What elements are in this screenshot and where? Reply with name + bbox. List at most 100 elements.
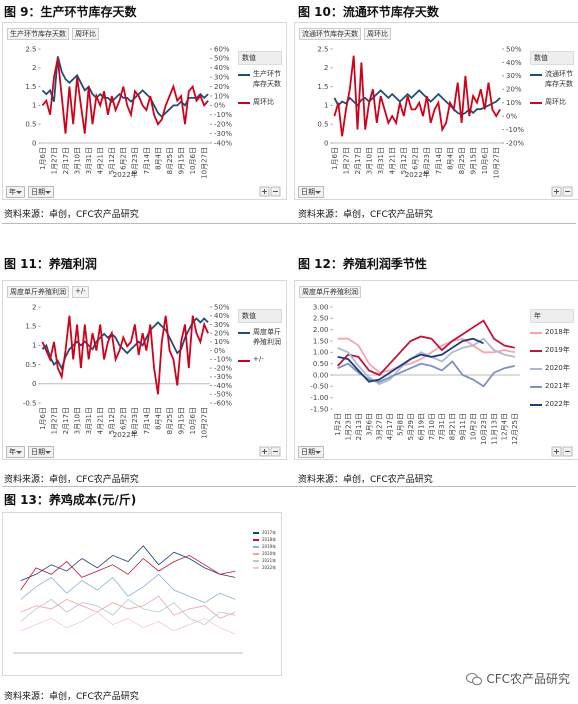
y-tick-label: 2.00 — [313, 326, 329, 334]
x-tick-label: 3月10日 — [365, 147, 373, 174]
legend-entry: 2018年 — [253, 537, 277, 543]
y2-tick-label: 40% — [214, 312, 230, 320]
x-tick-label: 8月25日 — [166, 407, 174, 434]
y2-tick-label: 50% — [506, 45, 522, 53]
legend-swatch — [238, 102, 250, 104]
legend-entry: 生产环节库存天数 — [238, 69, 282, 89]
legend-label: 2020年 — [545, 364, 570, 372]
legend-title: 数值 — [238, 309, 282, 323]
y-tick-label: -0.50 — [310, 383, 328, 391]
filter-button[interactable]: 年 — [6, 446, 25, 458]
legend-swatch — [238, 74, 250, 76]
source: 资料来源：卓创，CFC农产品研究 — [4, 210, 139, 220]
legend-label: 2019年 — [262, 544, 277, 549]
x-tick-label: 2月17日 — [62, 147, 70, 174]
legend-label: +/- — [253, 355, 264, 363]
legend: 年 2018年 2019年 2020年 2021年 2022年 — [530, 309, 574, 417]
chart-box: 0 0.5 1 1.5 2 2.5 50% 40% 30% 20% 10% 0% -10% -20% 1月6… — [294, 22, 578, 200]
x-tick-label: 4月21日 — [97, 147, 105, 174]
legend-swatch — [530, 74, 542, 76]
y-tick-label: 0 — [32, 139, 36, 147]
filters: 日期 — [298, 446, 324, 458]
y2-tick-label: 20% — [214, 83, 230, 91]
y-tick-label: 2.5 — [317, 45, 328, 53]
field-button[interactable]: 生产环节库存天数 — [7, 28, 69, 40]
x-tick-label: 5月8日 — [397, 413, 405, 436]
figure-title: 图 13：养鸡成本(元/斤) — [4, 493, 137, 507]
x-tick-label: 3月31日 — [85, 407, 93, 434]
y-tick-label: 0.50 — [313, 360, 329, 368]
x-tick-label: 10月2日 — [469, 413, 477, 440]
legend: 2017年 2018年 2019年 2020年 2021年 2022年 — [253, 529, 277, 572]
y-tick-label: 3.00 — [313, 303, 329, 311]
y2-tick-label: 40% — [214, 64, 230, 72]
field-buttons: 流通环节库存天数 周环比 — [299, 28, 391, 40]
figure-title: 图 12：养殖利润季节性 — [298, 257, 427, 271]
legend-entry: 2018年 — [530, 327, 574, 337]
legend-entry: 周环比 — [530, 97, 574, 107]
filter-button[interactable]: 日期 — [298, 186, 324, 198]
x-tick-label: 2月13日 — [355, 413, 363, 440]
x-tick-label: 5月12日 — [108, 407, 116, 434]
series-line — [20, 611, 236, 635]
legend: 数值 周度单斤养殖利润 +/- — [238, 309, 282, 371]
y-tick-label: 0 — [324, 139, 328, 147]
x-tick-label: 7月14日 — [143, 407, 151, 434]
filters: 年日期 — [6, 186, 54, 198]
y2-tick-label: -20% — [506, 139, 524, 147]
legend-label: 2018年 — [262, 537, 277, 542]
field-button[interactable]: 周度单斤养殖利润 — [299, 286, 361, 298]
x-tick-label: 9月11日 — [459, 413, 467, 440]
x-tick-label: 8月25日 — [458, 147, 466, 174]
source: 资料来源：卓创，CFC农产品研究 — [4, 475, 139, 485]
filter-button[interactable]: 日期 — [28, 446, 54, 458]
y-tick-label: 0.5 — [317, 121, 328, 129]
x-tick-label: 8月21日 — [449, 413, 457, 440]
legend-entry: 2021年 — [253, 558, 277, 564]
rule — [2, 223, 576, 224]
legend-swatch — [253, 539, 259, 541]
field-button[interactable]: 周度单斤养殖利润 — [7, 286, 69, 298]
y-tick-label: -1.00 — [310, 394, 328, 402]
x-tick-label: 3月31日 — [377, 147, 385, 174]
legend-title: 数值 — [530, 51, 574, 65]
filters: 日期 — [298, 186, 324, 198]
field-button[interactable]: +/- — [72, 286, 89, 298]
series-line — [20, 573, 236, 604]
x-tick-label: 10月23日 — [480, 413, 488, 445]
filter-button[interactable]: 日期 — [298, 446, 324, 458]
x-tick-label: 5月12日 — [108, 147, 116, 174]
legend-entry: 2020年 — [530, 363, 574, 373]
y2-tick-label: 30% — [506, 72, 522, 80]
y-tick-label: 2 — [32, 303, 36, 311]
x-tick-label: 5月12日 — [400, 147, 408, 174]
legend-label: 2020年 — [262, 551, 277, 556]
legend-label: 2021年 — [262, 558, 277, 563]
field-button[interactable]: 周环比 — [72, 28, 99, 40]
x-tick-label: 6月2日 — [120, 147, 128, 170]
x-tick-label: 4月21日 — [389, 147, 397, 174]
filter-button[interactable]: 年 — [6, 186, 25, 198]
figure-title: 图 9：生产环节库存天数 — [4, 5, 137, 19]
watermark-text: CFC农产品研究 — [486, 672, 570, 686]
chart: 0 0.5 1 1.5 2 2.5 50% 40% 30% 20% 10% 0% -10% -20% 1月6… — [317, 45, 573, 197]
series-line — [337, 337, 484, 383]
legend-swatch — [238, 332, 250, 334]
series-line — [20, 554, 236, 591]
x-tick-label: 1月6日 — [331, 147, 339, 170]
filter-button[interactable]: 日期 — [28, 186, 54, 198]
x-tick-label: 1月27日 — [50, 147, 58, 174]
y-tick-label: 0 — [32, 380, 36, 388]
field-button[interactable]: 流通环节库存天数 — [299, 28, 361, 40]
x-tick-label: 3月27日 — [376, 413, 384, 440]
field-button[interactable]: 周环比 — [364, 28, 391, 40]
figure-title: 图 10：流通环节库存天数 — [298, 5, 439, 19]
x-tick-label: 1月6日 — [39, 407, 47, 430]
watermark: CFC农产品研究 — [466, 670, 570, 687]
x-tick-label: 6月23日 — [423, 147, 431, 174]
y2-tick-label: -40% — [214, 139, 232, 147]
legend-label: 2022年 — [262, 565, 277, 570]
legend-swatch — [530, 332, 542, 334]
series-line — [20, 598, 236, 626]
